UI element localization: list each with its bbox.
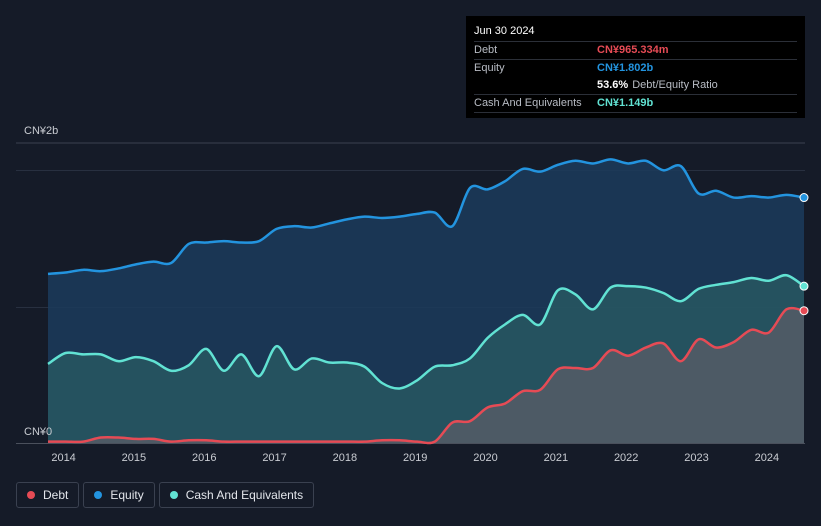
legend-debt-label: Debt xyxy=(43,488,69,502)
x-tick-label: 2016 xyxy=(192,452,216,464)
legend-cash-label: Cash And Equivalents xyxy=(185,488,304,502)
tooltip-equity-value: CN¥1.802b xyxy=(597,62,654,74)
x-tick-label: 2020 xyxy=(473,452,497,464)
equity-end-marker xyxy=(799,193,809,203)
x-tick-label: 2018 xyxy=(333,452,357,464)
x-tick-label: 2024 xyxy=(755,452,779,464)
x-tick-label: 2019 xyxy=(403,452,427,464)
cash-line xyxy=(47,273,805,390)
x-tick-label: 2015 xyxy=(122,452,146,464)
tooltip-cash-label: Cash And Equivalents xyxy=(474,97,582,109)
legend: Debt Equity Cash And Equivalents xyxy=(16,482,318,510)
tooltip-ratio-label: Debt/Equity Ratio xyxy=(632,79,718,91)
tooltip-ratio-row: 53.6% Debt/Equity Ratio xyxy=(474,77,797,94)
y-axis-labels: CN¥0 CN¥2b xyxy=(24,125,58,438)
x-tick-label: 2017 xyxy=(262,452,286,464)
y-tick-label: CN¥2b xyxy=(24,125,58,137)
tooltip-equity-row: Equity CN¥1.802b xyxy=(474,59,797,77)
legend-cash[interactable]: Cash And Equivalents xyxy=(158,482,315,508)
tooltip-ratio-value: 53.6% xyxy=(597,79,629,91)
x-tick-label: 2022 xyxy=(614,452,638,464)
debt-dot-icon xyxy=(27,491,35,499)
series-areas xyxy=(48,159,804,444)
tooltip-debt-value: CN¥965.334m xyxy=(597,44,669,56)
legend-equity[interactable]: Equity xyxy=(83,482,155,508)
x-tick-label: 2021 xyxy=(544,452,568,464)
tooltip-debt-label: Debt xyxy=(474,44,498,56)
tooltip-cash-row: Cash And Equivalents CN¥1.149b xyxy=(474,94,797,112)
legend-equity-label: Equity xyxy=(110,488,144,502)
x-tick-label: 2014 xyxy=(51,452,75,464)
debt-line xyxy=(48,306,805,445)
y-tick-label: CN¥0 xyxy=(24,426,52,438)
series-lines xyxy=(47,158,805,445)
equity-dot-icon xyxy=(94,491,103,499)
cash-dot-icon xyxy=(169,491,178,499)
x-axis-labels: 2014 2015 2016 2017 2018 2019 2020 2021 2022 2023… xyxy=(51,452,779,464)
debt-end-marker xyxy=(799,306,809,316)
end-markers xyxy=(799,193,809,316)
cash-end-marker xyxy=(799,281,809,291)
tooltip-date: Jun 30 2024 xyxy=(474,25,535,37)
tooltip: Jun 30 2024 Debt CN¥965.334m Equity CN¥1… xyxy=(466,16,805,118)
tooltip-cash-value: CN¥1.149b xyxy=(597,97,654,109)
equity-line xyxy=(47,158,805,276)
legend-debt[interactable]: Debt xyxy=(16,482,80,508)
x-tick-label: 2023 xyxy=(684,452,708,464)
tooltip-debt-row: Debt CN¥965.334m xyxy=(474,41,797,59)
debt-area xyxy=(48,308,804,444)
tooltip-equity-label: Equity xyxy=(474,62,505,74)
